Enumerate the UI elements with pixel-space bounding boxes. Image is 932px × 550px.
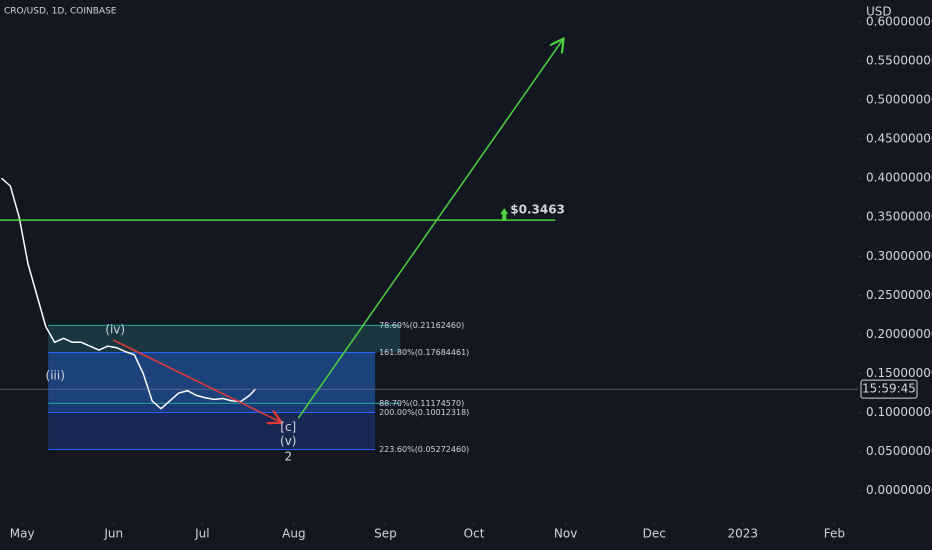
axes: 0.00000000 0.05000000 0.10000000 0.15000000… (10, 14, 932, 540)
y-tick-label: 0.25000000 (866, 288, 932, 302)
wave-label: (iii) (46, 368, 65, 382)
y-tick-label: 0.10000000 (866, 405, 932, 419)
wave-label: 2 (284, 450, 292, 464)
y-tick-label: 0.35000000 (866, 210, 932, 224)
y-tick-label: 0.60000000 (866, 14, 932, 28)
fib-label: 88.70%(0.11174570) (379, 399, 464, 408)
y-tick-label: 0.55000000 (866, 53, 932, 67)
x-tick-label: Jun (103, 527, 123, 541)
fib-zone (48, 412, 376, 450)
x-tick-label: Nov (554, 527, 577, 541)
fib-label: 200.00%(0.10012318) (379, 408, 469, 417)
y-tick-label: 0.50000000 (866, 93, 932, 107)
countdown: 15:59:45 (862, 382, 916, 396)
y-tick-label: 0.40000000 (866, 171, 932, 185)
x-tick-label: Sep (374, 527, 397, 541)
x-tick-label: Jul (194, 527, 209, 541)
price-line (0, 177, 257, 410)
y-tick-label: 0.45000000 (866, 132, 932, 146)
x-tick-label: Feb (824, 527, 845, 541)
x-tick-label: Dec (643, 527, 666, 541)
x-tick-label: Aug (282, 527, 305, 541)
y-tick-label: 0.00000000 (866, 483, 932, 497)
wave-label: (v) (280, 434, 296, 448)
y-tick-label: 0.15000000 (866, 366, 932, 380)
fib-label: 223.60%(0.05272460) (379, 445, 469, 454)
plot-area: 78.60%(0.21162460) 161.80%(0.17684461) 88.… (0, 40, 858, 464)
fib-zone (48, 325, 401, 353)
y-tick-label: 0.30000000 (866, 249, 932, 263)
chart-title: CRO/USD, 1D, COINBASE (4, 7, 117, 17)
arrow (297, 40, 562, 419)
fib-label: 161.80%(0.17684461) (379, 348, 469, 357)
y-tick-label: 0.20000000 (866, 327, 932, 341)
fib-label: 78.60%(0.21162460) (379, 321, 464, 330)
fib-zone (48, 403, 376, 413)
x-tick-label: Oct (464, 527, 485, 541)
wave-label: [c] (280, 420, 296, 434)
x-tick-label: 2023 (728, 527, 759, 541)
resistance-label: $0.3463 (510, 203, 565, 217)
price-axis-panel (858, 0, 932, 550)
y-tick-label: 0.05000000 (866, 444, 932, 458)
fib-zone (48, 352, 376, 404)
x-tick-label: May (10, 527, 35, 541)
arrow (112, 339, 280, 422)
up-arrow-icon (500, 208, 509, 221)
wave-label: (iv) (105, 322, 125, 336)
y-axis-label: USD (866, 5, 892, 19)
countdown-box (860, 379, 918, 399)
